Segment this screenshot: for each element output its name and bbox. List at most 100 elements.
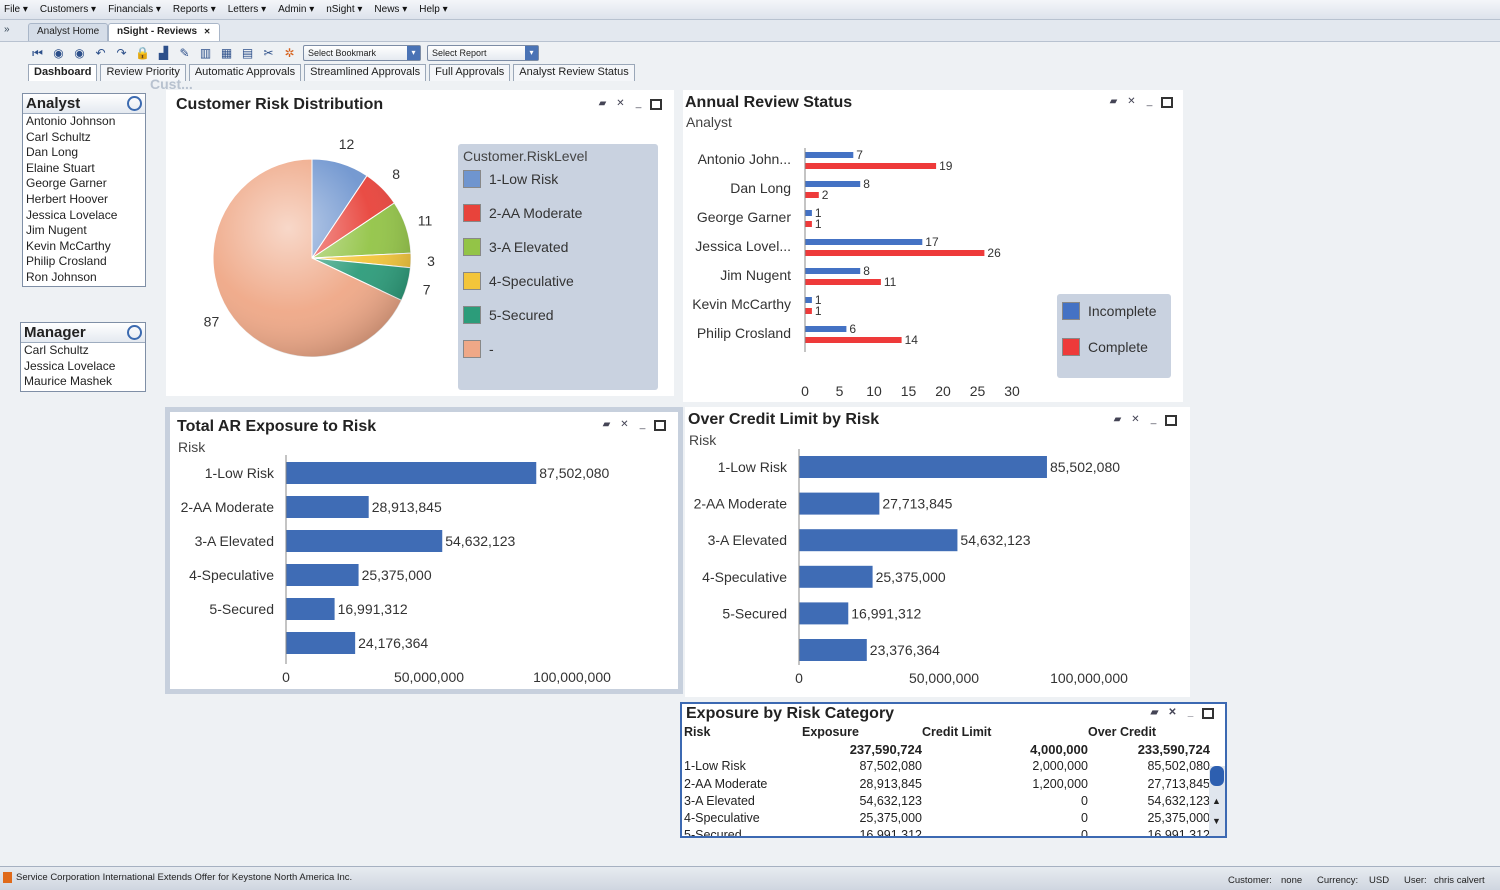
legend-item-3-a-elevated[interactable]: 3-A Elevated — [463, 238, 658, 256]
analyst-item-elaine-stuart[interactable]: Elaine Stuart — [26, 160, 95, 175]
scroll-down-icon[interactable]: ▼ — [1212, 816, 1221, 826]
menu-financials[interactable]: Financials ▾ — [108, 4, 161, 15]
menu-customers[interactable]: Customers ▾ — [39, 4, 97, 15]
menu-help[interactable]: Help ▾ — [419, 4, 448, 15]
table-row[interactable]: 5-Secured 16,991,312 0 16,991,312 — [682, 827, 1225, 836]
bar-incomplete-dan-long[interactable] — [805, 181, 861, 187]
analyst-item-philip-crosland[interactable]: Philip Crosland — [26, 254, 107, 269]
legend-item-4-speculative[interactable]: 4-Speculative — [463, 272, 658, 290]
col-risk[interactable]: Risk — [684, 725, 711, 739]
analyst-item-george-garner[interactable]: George Garner — [26, 176, 107, 191]
scroll-up-icon[interactable]: ▲ — [1212, 796, 1221, 806]
bar-incomplete-philip-crosland[interactable] — [805, 326, 847, 332]
bar-row-5[interactable] — [286, 632, 356, 654]
analyst-item-dan-long[interactable]: Dan Long — [26, 145, 79, 160]
export-icon[interactable]: ✕ — [620, 419, 629, 430]
analyst-item-ron-johnson[interactable]: Ron Johnson — [26, 269, 97, 284]
undo-icon[interactable]: ↶ — [95, 45, 106, 60]
bar-complete-philip-crosland[interactable] — [805, 337, 902, 343]
edit-icon[interactable]: ✎ — [179, 45, 190, 60]
bar-incomplete-kevin-mccarthy[interactable] — [805, 297, 812, 303]
menu-news[interactable]: News ▾ — [374, 4, 408, 15]
menu-reports[interactable]: Reports ▾ — [172, 4, 216, 15]
manager-item-maurice-mashek[interactable]: Maurice Mashek — [24, 374, 113, 389]
report-icon[interactable]: ▤ — [241, 45, 254, 60]
report-select[interactable]: Select Report ▾ — [427, 45, 539, 61]
menu-file[interactable]: File ▾ — [4, 4, 28, 15]
tab-analyst-home[interactable]: Analyst Home — [28, 23, 109, 41]
table-scrollbar[interactable]: ▲ ▼ — [1209, 766, 1225, 836]
maximize-icon[interactable] — [1202, 707, 1214, 719]
maximize-icon[interactable] — [1165, 414, 1177, 426]
bar-complete-antonio-john[interactable] — [805, 163, 937, 169]
tab-nsight-reviews[interactable]: nSight - Reviews ✕ — [108, 23, 220, 41]
first-icon[interactable]: ⏮ — [32, 45, 43, 60]
print-icon[interactable]: ▰ — [1113, 414, 1122, 425]
bar-complete-jessica-lovel[interactable] — [805, 250, 985, 256]
menu-admin[interactable]: Admin ▾ — [278, 4, 315, 15]
legend-item-complete[interactable]: Complete — [1062, 338, 1171, 356]
bar-chart-icon[interactable]: ▥ — [199, 45, 212, 60]
scrollbar-thumb[interactable] — [1210, 766, 1224, 786]
print-icon[interactable]: ▰ — [1150, 707, 1159, 718]
table-icon[interactable]: ▦ — [220, 45, 233, 60]
col-over-credit[interactable]: Over Credit — [1088, 725, 1157, 739]
tab-streamlined-approvals[interactable]: Streamlined Approvals — [304, 64, 427, 81]
analyst-item-kevin-mccarthy[interactable]: Kevin McCarthy — [26, 238, 111, 253]
menu-nsight[interactable]: nSight ▾ — [326, 4, 363, 15]
bar-3-a-elevated[interactable] — [286, 530, 443, 552]
manager-item-jessica-lovelace[interactable]: Jessica Lovelace — [24, 358, 116, 373]
tab-automatic-approvals[interactable]: Automatic Approvals — [188, 64, 302, 81]
search-icon[interactable] — [127, 325, 142, 340]
analyst-item-herbert-hoover[interactable]: Herbert Hoover — [26, 191, 109, 206]
legend-item-5-secured[interactable]: 5-Secured — [463, 306, 658, 324]
table-row[interactable]: 3-A Elevated 54,632,123 0 54,632,123 — [682, 793, 1225, 810]
tab-full-approvals[interactable]: Full Approvals — [429, 64, 511, 81]
col-credit-limit[interactable]: Credit Limit — [922, 725, 992, 739]
close-tab-icon[interactable]: ✕ — [203, 27, 211, 36]
analyst-item-jessica-lovelace[interactable]: Jessica Lovelace — [26, 207, 118, 222]
bookmark-select[interactable]: Select Bookmark ▾ — [303, 45, 421, 61]
bar-4-speculative[interactable] — [286, 564, 359, 586]
redo-icon[interactable]: ↷ — [116, 45, 127, 60]
bar-1-low-risk[interactable] — [286, 462, 537, 484]
bar-2-aa-moderate[interactable] — [799, 492, 880, 515]
minimize-icon[interactable]: _ — [1187, 707, 1194, 718]
print-icon[interactable]: ▰ — [602, 419, 611, 430]
table-row[interactable]: 1-Low Risk 87,502,080 2,000,000 85,502,080 — [682, 758, 1225, 775]
bar-complete-dan-long[interactable] — [805, 192, 819, 198]
export-icon[interactable]: ✕ — [1168, 707, 1177, 718]
collapse-sidebar-icon[interactable]: » — [4, 24, 10, 35]
bar-incomplete-jim-nugent[interactable] — [805, 268, 861, 274]
bar-incomplete-jessica-lovel[interactable] — [805, 239, 923, 245]
forward-icon[interactable]: ◉ — [74, 45, 85, 60]
bar-complete-george-garner[interactable] — [805, 221, 812, 227]
col-exposure[interactable]: Exposure — [802, 725, 859, 739]
back-icon[interactable]: ◉ — [53, 45, 64, 60]
analyst-item-carl-schultz[interactable]: Carl Schultz — [26, 129, 91, 144]
chart-icon[interactable]: ▟ — [158, 45, 169, 60]
table-row[interactable]: 2-AA Moderate 28,913,845 1,200,000 27,713,8… — [682, 776, 1225, 793]
tab-dashboard[interactable]: Dashboard — [28, 64, 98, 81]
maximize-icon[interactable] — [650, 98, 662, 110]
tools-icon[interactable]: ✂ — [263, 45, 274, 60]
manager-item-carl-schultz[interactable]: Carl Schultz — [24, 343, 89, 357]
print-icon[interactable]: ▰ — [1109, 96, 1118, 107]
bar-3-a-elevated[interactable] — [799, 529, 958, 552]
lock-icon[interactable]: 🔒 — [135, 45, 150, 60]
export-icon[interactable]: ✕ — [1127, 96, 1136, 107]
analyst-item-antonio-johnson[interactable]: Antonio Johnson — [26, 114, 116, 128]
bar-incomplete-antonio-john[interactable] — [805, 152, 854, 158]
export-icon[interactable]: ✕ — [616, 98, 625, 109]
tab-review-priority[interactable]: Review Priority — [100, 64, 186, 81]
analyst-item-jim-nugent[interactable]: Jim Nugent — [26, 223, 87, 238]
bar-complete-jim-nugent[interactable] — [805, 279, 881, 285]
bar-row-5[interactable] — [799, 639, 867, 661]
legend-item-1-low-risk[interactable]: 1-Low Risk — [463, 170, 658, 188]
star-icon[interactable]: ✲ — [284, 45, 295, 60]
search-icon[interactable] — [127, 96, 142, 111]
bar-2-aa-moderate[interactable] — [286, 496, 369, 518]
print-icon[interactable]: ▰ — [598, 98, 607, 109]
bar-1-low-risk[interactable] — [799, 456, 1047, 478]
table-row[interactable]: 4-Speculative 25,375,000 0 25,375,000 — [682, 810, 1225, 827]
